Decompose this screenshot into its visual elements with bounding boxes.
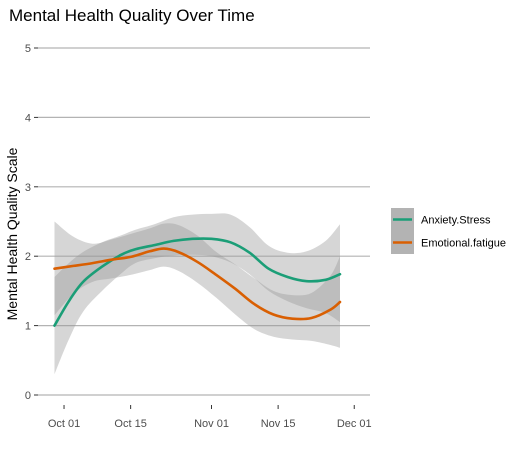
x-tick-label: Oct 15 <box>114 418 146 430</box>
y-axis-ticks: 0 1 2 3 4 5 <box>25 43 38 402</box>
y-tick-label-2: 2 <box>25 251 31 263</box>
x-axis-ticks: Oct 01 Oct 15 Nov 01 Nov 15 Dec 01 <box>48 405 372 430</box>
x-tick-label: Nov 15 <box>261 418 296 430</box>
y-tick-label-1: 1 <box>25 321 31 333</box>
y-tick-label-5: 5 <box>25 43 31 55</box>
y-tick-label-3: 3 <box>25 182 31 194</box>
x-tick-label: Oct 01 <box>48 418 80 430</box>
x-tick-label: Nov 01 <box>194 418 229 430</box>
legend-label-1: Emotional.fatigue <box>421 238 506 250</box>
series-lines <box>53 237 342 327</box>
y-tick-label-4: 4 <box>25 112 31 124</box>
y-axis-label: Mental Health Quality Scale <box>4 147 20 320</box>
legend: Anxiety.Stress Emotional.fatigue <box>391 208 506 254</box>
y-tick-label-0: 0 <box>25 390 31 402</box>
grid <box>38 47 370 396</box>
series-line-1 <box>53 247 342 321</box>
series-line-0 <box>53 237 342 327</box>
legend-label-0: Anxiety.Stress <box>421 215 491 227</box>
x-tick-label: Dec 01 <box>337 418 372 430</box>
chart-title: Mental Health Quality Over Time <box>9 6 255 25</box>
